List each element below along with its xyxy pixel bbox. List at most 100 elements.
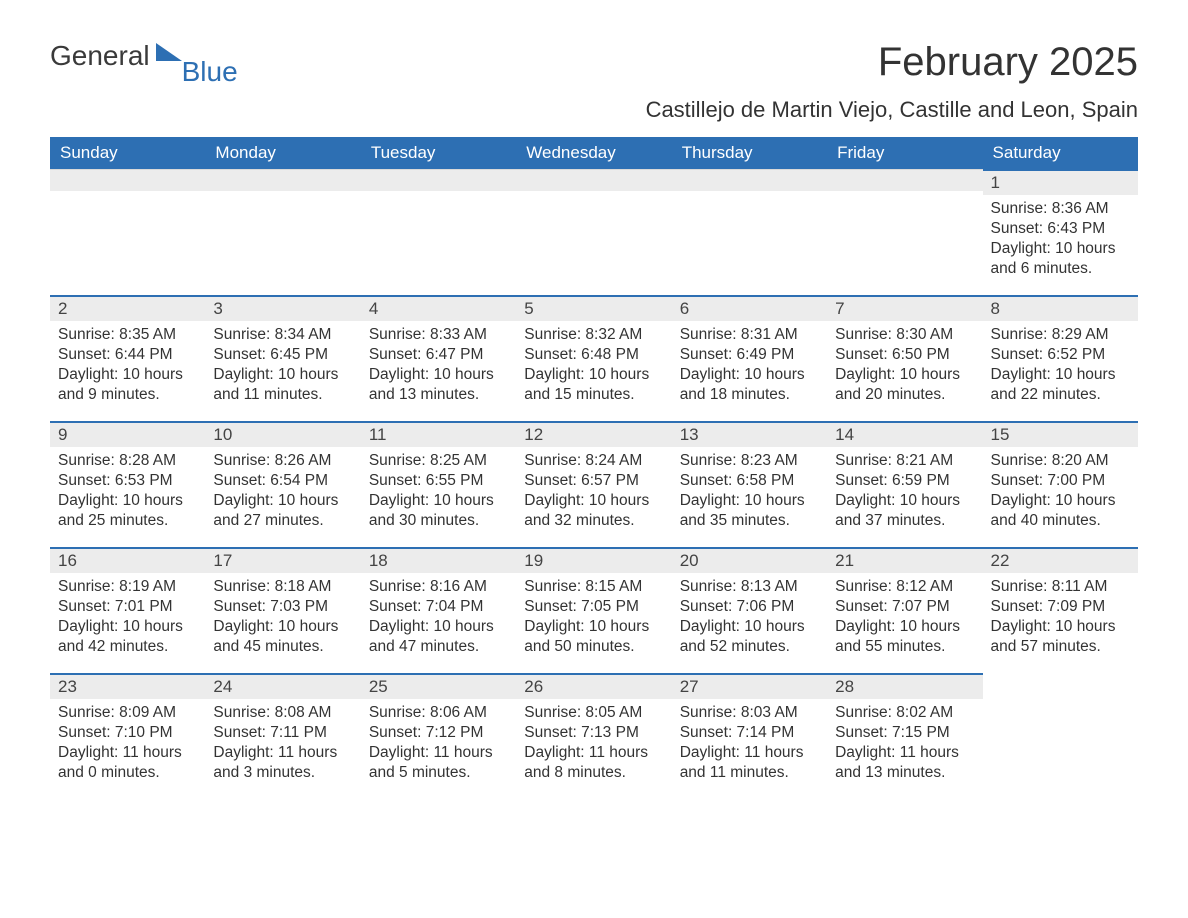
daylight-text: Daylight: 10 hours and 11 minutes. — [213, 365, 352, 405]
day-number: 2 — [50, 295, 205, 321]
weekday-header: Tuesday — [361, 137, 516, 169]
daylight-text: Daylight: 10 hours and 25 minutes. — [58, 491, 197, 531]
sunset-text: Sunset: 6:54 PM — [213, 471, 352, 491]
calendar-cell: 13Sunrise: 8:23 AMSunset: 6:58 PMDayligh… — [672, 421, 827, 547]
weekday-header: Saturday — [983, 137, 1138, 169]
day-number: 18 — [361, 547, 516, 573]
sunrise-text: Sunrise: 8:20 AM — [991, 451, 1130, 471]
calendar-cell: 28Sunrise: 8:02 AMSunset: 7:15 PMDayligh… — [827, 673, 982, 799]
sunrise-text: Sunrise: 8:31 AM — [680, 325, 819, 345]
calendar-cell: 9Sunrise: 8:28 AMSunset: 6:53 PMDaylight… — [50, 421, 205, 547]
calendar-cell: 25Sunrise: 8:06 AMSunset: 7:12 PMDayligh… — [361, 673, 516, 799]
day-number: 5 — [516, 295, 671, 321]
weekday-header: Sunday — [50, 137, 205, 169]
sunrise-text: Sunrise: 8:32 AM — [524, 325, 663, 345]
day-details: Sunrise: 8:06 AMSunset: 7:12 PMDaylight:… — [361, 699, 516, 792]
day-details: Sunrise: 8:16 AMSunset: 7:04 PMDaylight:… — [361, 573, 516, 666]
sunset-text: Sunset: 6:49 PM — [680, 345, 819, 365]
calendar-cell: 14Sunrise: 8:21 AMSunset: 6:59 PMDayligh… — [827, 421, 982, 547]
daylight-text: Daylight: 10 hours and 52 minutes. — [680, 617, 819, 657]
day-details: Sunrise: 8:08 AMSunset: 7:11 PMDaylight:… — [205, 699, 360, 792]
daylight-text: Daylight: 10 hours and 47 minutes. — [369, 617, 508, 657]
weekday-header: Wednesday — [516, 137, 671, 169]
sunset-text: Sunset: 7:10 PM — [58, 723, 197, 743]
sunset-text: Sunset: 7:09 PM — [991, 597, 1130, 617]
daylight-text: Daylight: 10 hours and 42 minutes. — [58, 617, 197, 657]
day-number: 16 — [50, 547, 205, 573]
day-details: Sunrise: 8:29 AMSunset: 6:52 PMDaylight:… — [983, 321, 1138, 414]
daylight-text: Daylight: 10 hours and 9 minutes. — [58, 365, 197, 405]
sunrise-text: Sunrise: 8:02 AM — [835, 703, 974, 723]
empty-day-strip — [516, 169, 671, 191]
calendar-cell: 2Sunrise: 8:35 AMSunset: 6:44 PMDaylight… — [50, 295, 205, 421]
calendar-cell — [205, 169, 360, 295]
calendar-cell — [50, 169, 205, 295]
sunrise-text: Sunrise: 8:29 AM — [991, 325, 1130, 345]
calendar-cell: 26Sunrise: 8:05 AMSunset: 7:13 PMDayligh… — [516, 673, 671, 799]
day-details: Sunrise: 8:31 AMSunset: 6:49 PMDaylight:… — [672, 321, 827, 414]
sunset-text: Sunset: 7:05 PM — [524, 597, 663, 617]
sunset-text: Sunset: 7:03 PM — [213, 597, 352, 617]
daylight-text: Daylight: 10 hours and 55 minutes. — [835, 617, 974, 657]
logo-text-blue: Blue — [182, 56, 238, 88]
daylight-text: Daylight: 10 hours and 50 minutes. — [524, 617, 663, 657]
sunset-text: Sunset: 6:47 PM — [369, 345, 508, 365]
sunset-text: Sunset: 7:00 PM — [991, 471, 1130, 491]
calendar-cell: 7Sunrise: 8:30 AMSunset: 6:50 PMDaylight… — [827, 295, 982, 421]
sunrise-text: Sunrise: 8:09 AM — [58, 703, 197, 723]
day-number: 26 — [516, 673, 671, 699]
day-details: Sunrise: 8:34 AMSunset: 6:45 PMDaylight:… — [205, 321, 360, 414]
day-details: Sunrise: 8:18 AMSunset: 7:03 PMDaylight:… — [205, 573, 360, 666]
weekday-header: Monday — [205, 137, 360, 169]
sunset-text: Sunset: 6:45 PM — [213, 345, 352, 365]
sunrise-text: Sunrise: 8:36 AM — [991, 199, 1130, 219]
day-details: Sunrise: 8:05 AMSunset: 7:13 PMDaylight:… — [516, 699, 671, 792]
day-details: Sunrise: 8:24 AMSunset: 6:57 PMDaylight:… — [516, 447, 671, 540]
logo: General Blue — [50, 40, 238, 72]
daylight-text: Daylight: 11 hours and 0 minutes. — [58, 743, 197, 783]
weekday-header: Thursday — [672, 137, 827, 169]
sunrise-text: Sunrise: 8:33 AM — [369, 325, 508, 345]
day-number: 23 — [50, 673, 205, 699]
daylight-text: Daylight: 10 hours and 32 minutes. — [524, 491, 663, 531]
sunset-text: Sunset: 6:48 PM — [524, 345, 663, 365]
sunrise-text: Sunrise: 8:06 AM — [369, 703, 508, 723]
day-number: 9 — [50, 421, 205, 447]
sunrise-text: Sunrise: 8:16 AM — [369, 577, 508, 597]
daylight-text: Daylight: 10 hours and 6 minutes. — [991, 239, 1130, 279]
calendar-cell — [983, 673, 1138, 799]
day-number: 25 — [361, 673, 516, 699]
sunset-text: Sunset: 7:04 PM — [369, 597, 508, 617]
day-details: Sunrise: 8:32 AMSunset: 6:48 PMDaylight:… — [516, 321, 671, 414]
calendar-cell: 20Sunrise: 8:13 AMSunset: 7:06 PMDayligh… — [672, 547, 827, 673]
sunset-text: Sunset: 6:57 PM — [524, 471, 663, 491]
day-number: 11 — [361, 421, 516, 447]
day-number: 20 — [672, 547, 827, 573]
sunset-text: Sunset: 7:14 PM — [680, 723, 819, 743]
daylight-text: Daylight: 10 hours and 20 minutes. — [835, 365, 974, 405]
day-number: 19 — [516, 547, 671, 573]
daylight-text: Daylight: 10 hours and 35 minutes. — [680, 491, 819, 531]
calendar-cell — [827, 169, 982, 295]
daylight-text: Daylight: 10 hours and 27 minutes. — [213, 491, 352, 531]
calendar-cell: 18Sunrise: 8:16 AMSunset: 7:04 PMDayligh… — [361, 547, 516, 673]
sunset-text: Sunset: 6:52 PM — [991, 345, 1130, 365]
sunset-text: Sunset: 7:12 PM — [369, 723, 508, 743]
sunrise-text: Sunrise: 8:35 AM — [58, 325, 197, 345]
daylight-text: Daylight: 11 hours and 3 minutes. — [213, 743, 352, 783]
day-number: 22 — [983, 547, 1138, 573]
day-number: 4 — [361, 295, 516, 321]
day-number: 27 — [672, 673, 827, 699]
sunrise-text: Sunrise: 8:25 AM — [369, 451, 508, 471]
day-details: Sunrise: 8:33 AMSunset: 6:47 PMDaylight:… — [361, 321, 516, 414]
sunrise-text: Sunrise: 8:08 AM — [213, 703, 352, 723]
day-number: 12 — [516, 421, 671, 447]
day-details: Sunrise: 8:36 AMSunset: 6:43 PMDaylight:… — [983, 195, 1138, 288]
sunset-text: Sunset: 7:07 PM — [835, 597, 974, 617]
sunrise-text: Sunrise: 8:15 AM — [524, 577, 663, 597]
daylight-text: Daylight: 10 hours and 18 minutes. — [680, 365, 819, 405]
day-number: 17 — [205, 547, 360, 573]
day-details: Sunrise: 8:35 AMSunset: 6:44 PMDaylight:… — [50, 321, 205, 414]
day-details: Sunrise: 8:09 AMSunset: 7:10 PMDaylight:… — [50, 699, 205, 792]
sunrise-text: Sunrise: 8:12 AM — [835, 577, 974, 597]
